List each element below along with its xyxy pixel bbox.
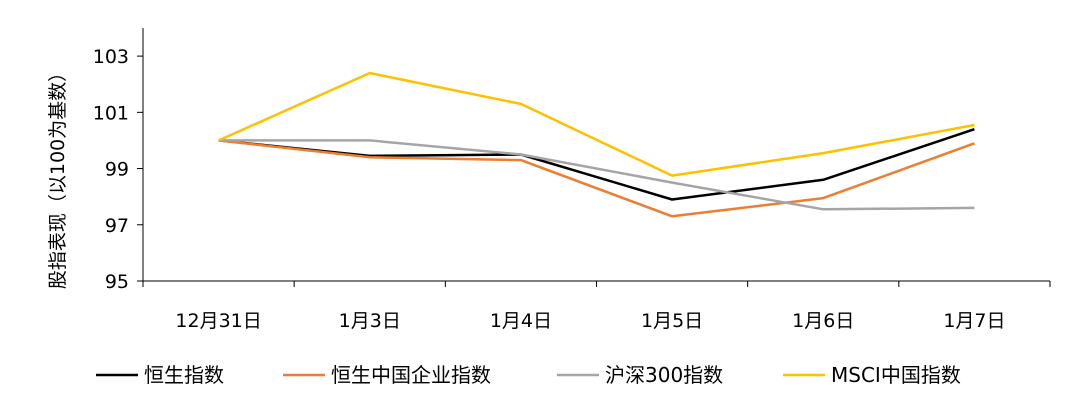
x-tick-label: 12月31日: [175, 310, 261, 332]
y-tick-label: 103: [93, 46, 129, 68]
series-line-3: [218, 71, 975, 177]
x-tick-label: 1月5日: [641, 310, 703, 332]
series-line-1: [218, 139, 975, 218]
x-tick-label: 1月3日: [339, 310, 401, 332]
x-tick-label: 1月6日: [792, 310, 854, 332]
legend: 恒生指数 恒生中国企业指数 沪深300指数 MSCI中国指数: [96, 363, 961, 387]
legend-label-1: 恒生中国企业指数: [331, 363, 491, 387]
y-tick-label: 95: [105, 271, 129, 293]
y-tick-label: 97: [105, 215, 129, 237]
y-tick-label: 99: [105, 159, 129, 181]
legend-label-2: 沪深300指数: [605, 363, 723, 387]
y-ticks: 95 97 99 101 103: [93, 46, 143, 293]
series-lines: [218, 71, 975, 218]
y-axis-title: 股指表现（以100为基数）: [47, 63, 69, 289]
y-tick-label: 101: [93, 102, 129, 124]
series-line-2: [218, 139, 975, 211]
legend-label-3: MSCI中国指数: [831, 363, 961, 387]
x-ticks: 12月31日 1月3日 1月4日 1月5日 1月6日 1月7日: [142, 281, 1051, 332]
x-tick-label: 1月4日: [490, 310, 552, 332]
legend-label-0: 恒生指数: [144, 363, 224, 387]
x-tick-label: 1月7日: [943, 310, 1005, 332]
